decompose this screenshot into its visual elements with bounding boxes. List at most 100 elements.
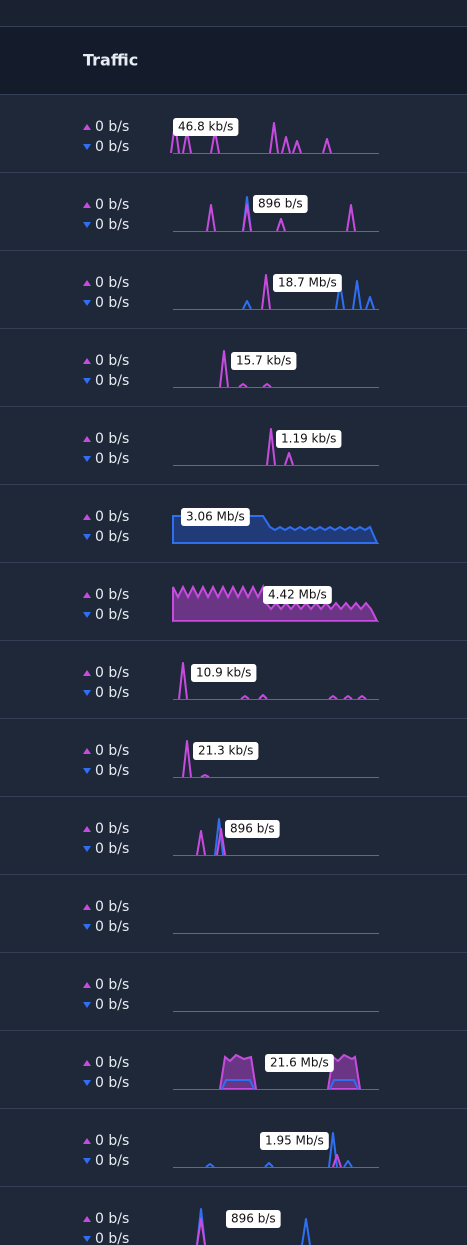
peak-label-box <box>265 1054 334 1072</box>
download-rate: 0 b/s <box>95 919 129 935</box>
upload-rate: 0 b/s <box>95 197 129 213</box>
download-rate: 0 b/s <box>95 1231 129 1245</box>
sparkline-spike <box>343 695 353 700</box>
peak-label: 896 b/s <box>258 197 303 211</box>
download-icon <box>83 300 91 306</box>
upload-icon <box>83 826 91 832</box>
download-rate: 0 b/s <box>95 529 129 545</box>
upload-rate: 0 b/s <box>95 1055 129 1071</box>
download-rate: 0 b/s <box>95 841 129 857</box>
sparkline-spike <box>242 300 252 310</box>
sparkline-area <box>218 1053 258 1090</box>
download-rate: 0 b/s <box>95 685 129 701</box>
sparkline-area <box>172 583 379 622</box>
sparkline-spike <box>357 695 367 700</box>
upload-icon <box>83 904 91 910</box>
sparkline-spike <box>301 1218 311 1245</box>
column-title[interactable]: Traffic <box>83 51 138 70</box>
peak-label-box <box>273 274 342 292</box>
sparkline-spike <box>346 204 356 232</box>
sparkline-spike <box>196 830 206 856</box>
peak-label: 21.3 kb/s <box>198 744 253 758</box>
download-icon <box>83 378 91 384</box>
download-icon <box>83 924 91 930</box>
sparkline-spike <box>266 428 276 466</box>
sparkline-spike <box>182 740 192 778</box>
sparkline-spike <box>343 1160 353 1168</box>
peak-label: 1.95 Mb/s <box>265 1134 324 1148</box>
upload-icon <box>83 670 91 676</box>
download-rate: 0 b/s <box>95 1075 129 1091</box>
header-bar <box>0 26 467 94</box>
sparkline-spike <box>269 122 279 154</box>
sparkline-spike <box>261 274 271 310</box>
sparkline-spike <box>284 452 294 466</box>
peak-label-box <box>260 1132 329 1150</box>
peak-label: 10.9 kb/s <box>196 666 251 680</box>
peak-label-box <box>225 820 280 838</box>
download-icon <box>83 1080 91 1086</box>
peak-label: 896 b/s <box>231 1212 276 1226</box>
sparkline-spike <box>264 1162 274 1168</box>
peak-label: 15.7 kb/s <box>236 354 291 368</box>
upload-rate: 0 b/s <box>95 275 129 291</box>
download-icon <box>83 612 91 618</box>
upload-rate: 0 b/s <box>95 821 129 837</box>
download-rate: 0 b/s <box>95 217 129 233</box>
sparkline-spike <box>219 350 229 388</box>
peak-label-box <box>193 742 259 760</box>
peak-label-box <box>226 1210 281 1228</box>
upload-icon <box>83 1060 91 1066</box>
download-rate: 0 b/s <box>95 1153 129 1169</box>
upload-icon <box>83 358 91 364</box>
sparkline-line <box>221 1079 255 1090</box>
download-rate: 0 b/s <box>95 295 129 311</box>
sparkline-spike <box>365 296 375 310</box>
upload-rate: 0 b/s <box>95 1211 129 1227</box>
download-icon <box>83 534 91 540</box>
download-icon <box>83 144 91 150</box>
upload-rate: 0 b/s <box>95 899 129 915</box>
sparkline-spike <box>292 140 302 154</box>
sparkline-spike <box>352 280 362 310</box>
upload-icon <box>83 124 91 130</box>
sparkline-spike <box>214 818 224 856</box>
download-icon <box>83 690 91 696</box>
download-rate: 0 b/s <box>95 997 129 1013</box>
upload-icon <box>83 592 91 598</box>
sparkline-spike <box>200 774 210 778</box>
peak-label-box <box>263 586 332 604</box>
download-icon <box>83 456 91 462</box>
peak-label-box <box>173 118 239 136</box>
download-icon <box>83 1158 91 1164</box>
download-icon <box>83 1236 91 1242</box>
download-icon <box>83 1002 91 1008</box>
upload-icon <box>83 1138 91 1144</box>
download-rate: 0 b/s <box>95 607 129 623</box>
sparkline-spike <box>322 138 332 154</box>
download-icon <box>83 846 91 852</box>
sparkline-spike <box>238 383 248 388</box>
upload-icon <box>83 202 91 208</box>
peak-label: 46.8 kb/s <box>178 120 233 134</box>
sparkline-spike <box>276 218 286 232</box>
upload-rate: 0 b/s <box>95 1133 129 1149</box>
sparkline-spike <box>196 1218 206 1245</box>
upload-icon <box>83 280 91 286</box>
upload-icon <box>83 748 91 754</box>
sparkline-spike <box>242 204 252 232</box>
upload-rate: 0 b/s <box>95 743 129 759</box>
upload-icon <box>83 1216 91 1222</box>
peak-label: 896 b/s <box>230 822 275 836</box>
download-icon <box>83 768 91 774</box>
sparkline-spike <box>328 695 338 700</box>
upload-icon <box>83 436 91 442</box>
sparkline-spike <box>281 136 291 154</box>
sparkline-spike <box>206 204 216 232</box>
peak-label: 18.7 Mb/s <box>278 276 337 290</box>
peak-label-box <box>231 352 297 370</box>
peak-label: 4.42 Mb/s <box>268 588 327 602</box>
sparkline-spike <box>216 828 226 856</box>
